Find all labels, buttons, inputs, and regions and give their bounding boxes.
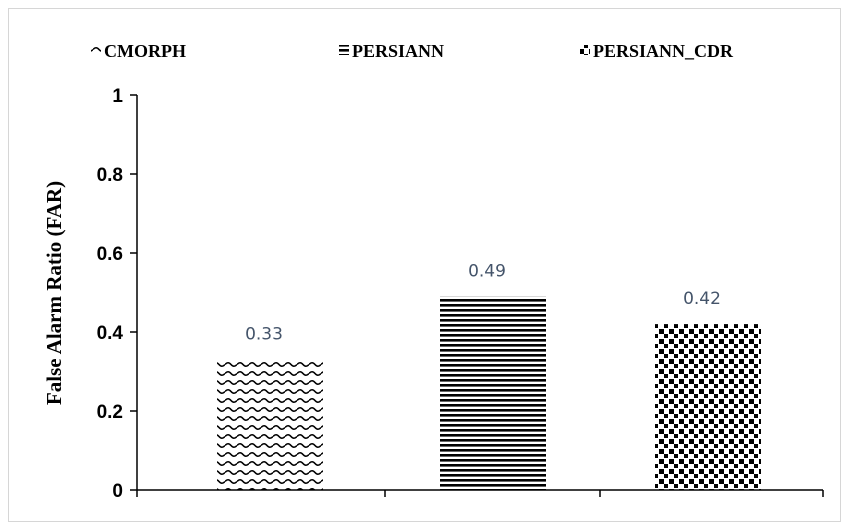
legend: CMORPH PERSIANN PERSIANN_CDR [91, 41, 734, 61]
y-axis-title: False Alarm Ratio (FAR) [42, 181, 66, 405]
legend-swatch-persiann [339, 45, 349, 55]
data-label: 0.42 [683, 289, 721, 309]
y-tick-label: 0.2 [97, 402, 123, 423]
bars [217, 296, 761, 490]
legend-label: PERSIANN [352, 41, 444, 61]
legend-swatch-persiann-cdr [580, 45, 590, 55]
bar-cmorph [217, 359, 323, 490]
chart-frame: CMORPH PERSIANN PERSIANN_CDR False Alarm R… [8, 8, 841, 522]
axes [136, 95, 824, 497]
y-tick-label: 0.6 [97, 244, 123, 265]
data-label: 0.49 [468, 261, 506, 281]
y-tick-label: 0.4 [97, 323, 124, 344]
data-label: 0.33 [245, 325, 283, 345]
bar-persiann [440, 296, 546, 490]
bar-persiann-cdr [655, 324, 761, 490]
data-labels: 0.33 0.49 0.42 [245, 261, 721, 344]
y-axis-ticks: 0 0.2 0.4 0.6 0.8 1 [97, 86, 137, 502]
y-tick-label: 0.8 [97, 165, 123, 186]
y-tick-label: 1 [112, 86, 123, 107]
legend-label: PERSIANN_CDR [593, 41, 734, 61]
y-tick-label: 0 [112, 481, 123, 502]
legend-label: CMORPH [104, 41, 186, 61]
legend-swatch-cmorph [91, 45, 101, 55]
chart-svg: CMORPH PERSIANN PERSIANN_CDR False Alarm R… [42, 41, 824, 502]
